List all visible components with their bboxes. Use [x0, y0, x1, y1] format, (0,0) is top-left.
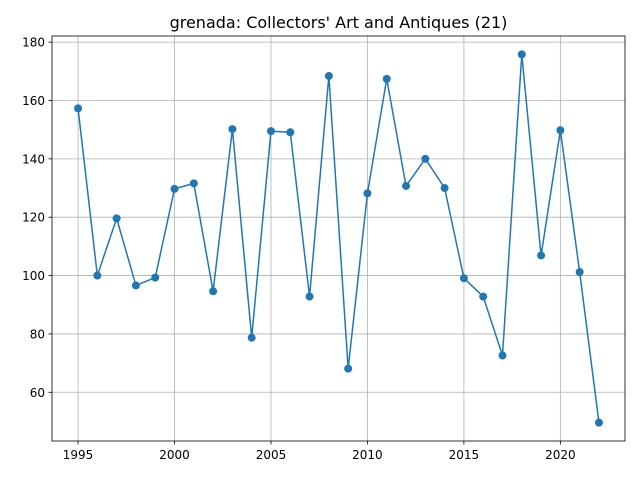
data-point	[151, 273, 160, 282]
y-tick-label: 100	[22, 269, 45, 283]
data-point	[440, 184, 449, 193]
x-tick-label: 2010	[352, 448, 383, 462]
data-point	[575, 268, 584, 277]
data-point	[344, 364, 353, 373]
axes: 1995 2000 2005 2010 2015 2020 60 80 100 120 140 160…	[22, 36, 576, 462]
data-point	[112, 214, 121, 223]
data-point	[537, 251, 546, 260]
data-point	[594, 418, 603, 427]
data-point	[479, 292, 488, 301]
data-point	[324, 71, 333, 80]
x-tick-label: 2000	[159, 448, 190, 462]
y-tick-label: 140	[22, 152, 45, 166]
data-point	[556, 126, 565, 135]
data-point	[93, 271, 102, 280]
data-point	[363, 189, 372, 198]
x-tick-label: 2020	[545, 448, 576, 462]
data-point	[266, 127, 275, 136]
data-point	[189, 179, 198, 188]
data-point	[74, 104, 83, 113]
x-tick-label: 2005	[256, 448, 287, 462]
data-point	[286, 128, 295, 137]
data-point	[209, 287, 218, 296]
y-tick-label: 180	[22, 36, 45, 50]
data-point	[498, 351, 507, 360]
x-tick-label: 1995	[63, 448, 94, 462]
data-point	[170, 184, 179, 193]
y-tick-label: 60	[30, 386, 45, 400]
series-layer	[74, 50, 603, 427]
chart-title: grenada: Collectors' Art and Antiques (2…	[170, 13, 508, 32]
data-point	[305, 292, 314, 301]
y-tick-label: 120	[22, 211, 45, 225]
data-point	[517, 50, 526, 59]
y-tick-label: 160	[22, 94, 45, 108]
data-point	[131, 281, 140, 290]
data-point	[228, 125, 237, 134]
data-point	[459, 274, 468, 283]
series-line	[77, 53, 600, 423]
data-point	[247, 333, 256, 342]
x-tick-label: 2015	[449, 448, 480, 462]
y-tick-label: 80	[30, 327, 45, 341]
data-point	[382, 74, 391, 83]
data-point	[421, 154, 430, 163]
data-point	[402, 181, 411, 190]
plot-frame	[51, 35, 626, 442]
